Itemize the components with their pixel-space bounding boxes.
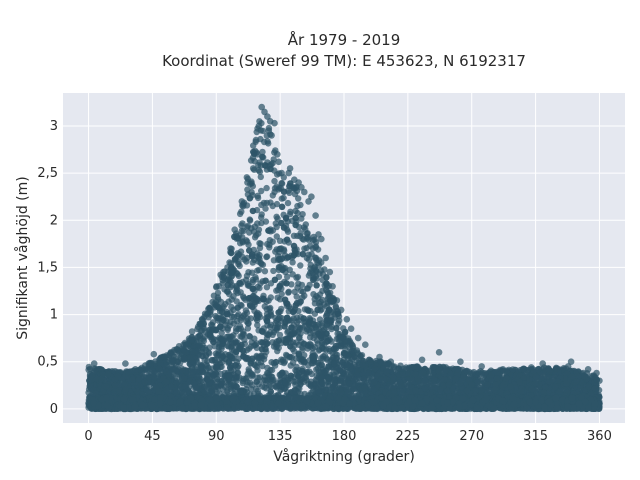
data-point — [321, 352, 329, 359]
data-point — [294, 202, 301, 210]
data-point — [296, 325, 304, 333]
data-point — [263, 184, 270, 192]
data-point — [315, 294, 322, 302]
data-point — [293, 314, 300, 321]
data-point — [251, 234, 259, 241]
data-point — [273, 342, 281, 349]
data-point — [270, 257, 278, 264]
data-point — [246, 229, 253, 236]
chart-title-line-1: År 1979 - 2019 — [288, 30, 401, 49]
data-point — [217, 298, 225, 306]
data-point — [305, 256, 313, 263]
data-point — [254, 194, 262, 202]
data-point — [264, 138, 271, 145]
data-point — [237, 240, 244, 247]
data-point — [261, 268, 269, 275]
data-point — [335, 320, 342, 327]
data-point — [265, 297, 272, 304]
data-point — [306, 334, 314, 341]
data-point — [244, 320, 252, 327]
data-point — [295, 334, 303, 342]
data-point — [256, 168, 264, 175]
data-point — [295, 195, 302, 202]
data-point — [250, 142, 257, 149]
data-point — [243, 374, 250, 381]
data-point — [259, 148, 266, 156]
data-point — [301, 292, 308, 299]
data-point — [245, 241, 252, 248]
data-point — [258, 201, 265, 209]
data-point — [285, 288, 292, 295]
data-points — [85, 103, 603, 413]
data-point — [240, 331, 248, 338]
data-point — [271, 177, 278, 185]
data-point — [289, 359, 297, 366]
data-point — [243, 272, 251, 279]
data-point — [247, 157, 255, 164]
data-point — [284, 273, 291, 280]
data-point — [302, 226, 309, 233]
data-point — [238, 208, 245, 215]
data-point — [243, 258, 250, 265]
data-point — [245, 366, 252, 373]
data-point — [292, 207, 299, 215]
data-point — [239, 220, 246, 227]
data-point — [402, 364, 410, 371]
data-point — [245, 345, 253, 352]
data-point — [257, 173, 264, 181]
data-point — [290, 232, 298, 239]
chart-title-line-2: Koordinat (Sweref 99 TM): E 453623, N 61… — [162, 52, 526, 70]
data-point — [258, 187, 265, 195]
data-point — [297, 262, 304, 269]
data-point — [269, 202, 276, 210]
data-point — [263, 284, 271, 291]
data-point — [253, 385, 260, 392]
data-point — [294, 273, 302, 281]
data-point — [310, 291, 317, 298]
data-point — [261, 352, 268, 360]
data-point — [305, 326, 312, 334]
data-point — [469, 370, 476, 377]
data-point — [246, 216, 253, 223]
data-point — [271, 324, 278, 331]
data-point — [328, 325, 335, 333]
data-point — [262, 205, 269, 212]
data-point — [264, 364, 271, 372]
data-point — [284, 228, 292, 235]
data-point — [218, 329, 225, 337]
data-point — [214, 289, 222, 297]
data-point — [295, 341, 303, 348]
data-point — [288, 281, 295, 288]
data-point — [244, 325, 252, 332]
data-point — [286, 189, 293, 196]
data-point — [311, 300, 319, 307]
data-point — [276, 331, 284, 339]
data-point — [303, 244, 310, 252]
data-point — [311, 236, 318, 243]
data-point — [280, 194, 287, 202]
data-point — [299, 211, 306, 218]
data-point — [276, 324, 283, 331]
data-point — [257, 240, 264, 247]
data-point — [248, 385, 255, 393]
data-point — [194, 334, 202, 341]
data-point — [274, 215, 281, 222]
